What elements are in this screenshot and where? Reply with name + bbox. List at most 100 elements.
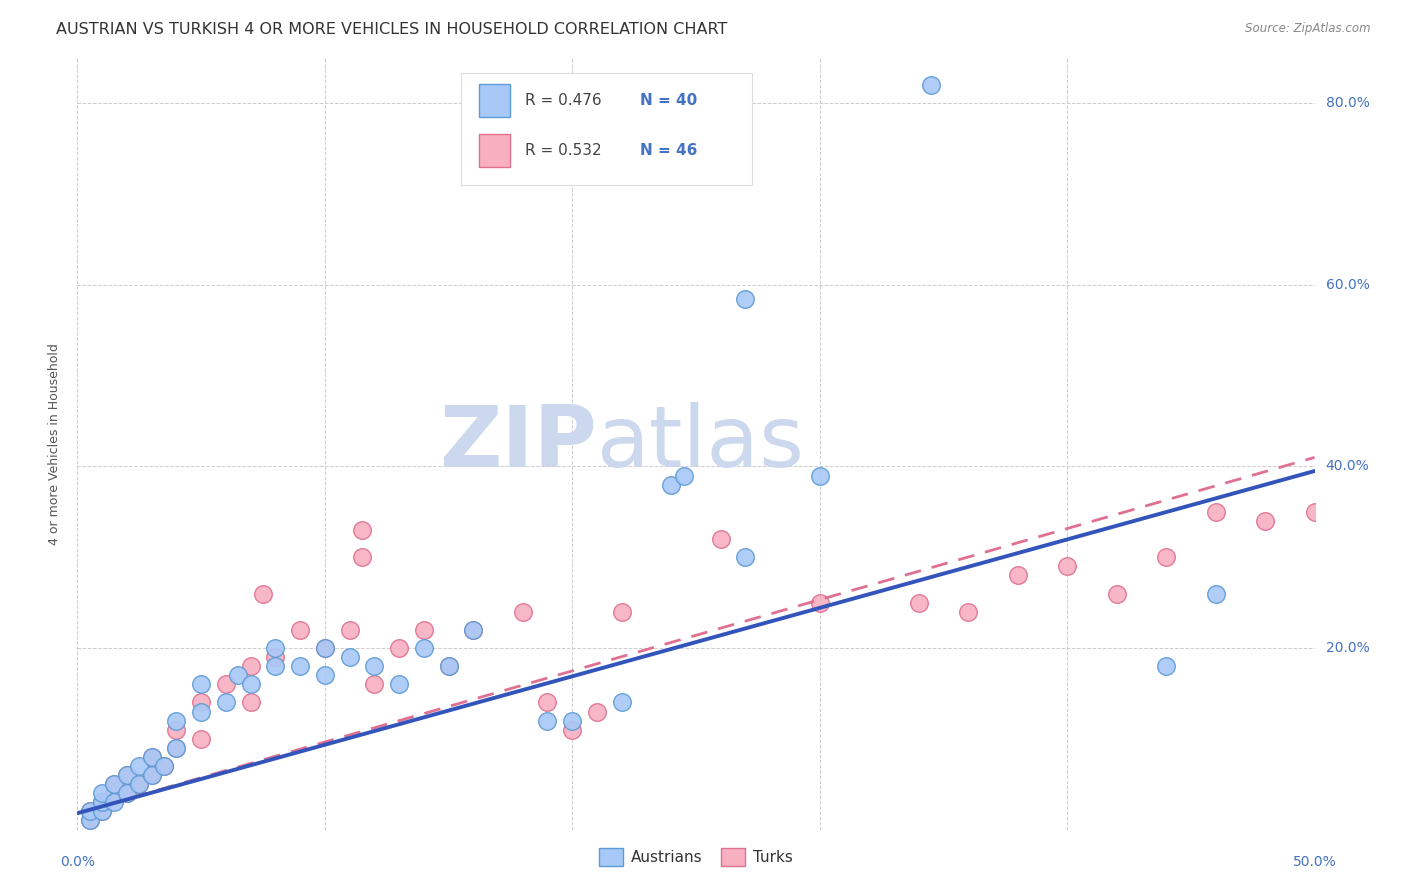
Point (115, 768, 138, 782)
Point (536, 714, 558, 728)
Point (190, 705, 212, 719)
Text: N = 46: N = 46 (640, 143, 697, 158)
Point (734, 292, 756, 306)
Point (190, 677, 212, 691)
Point (91, 795, 114, 809)
Point (252, 586, 274, 600)
Point (190, 731, 212, 746)
Point (115, 786, 138, 800)
Text: 0.0%: 0.0% (60, 855, 94, 869)
Legend: Austrians, Turks: Austrians, Turks (593, 842, 799, 872)
Point (536, 696, 558, 710)
Point (1105, 586, 1128, 600)
Text: 80.0%: 80.0% (1326, 96, 1369, 111)
Point (710, 532, 733, 546)
Point (1154, 659, 1177, 673)
Point (586, 705, 609, 719)
Point (734, 550, 756, 565)
Point (388, 640, 411, 655)
Point (128, 759, 150, 773)
Point (239, 677, 262, 691)
FancyBboxPatch shape (461, 73, 752, 186)
Text: 60.0%: 60.0% (1326, 278, 1369, 292)
Y-axis label: 4 or more Vehicles in Household: 4 or more Vehicles in Household (48, 343, 62, 545)
Point (314, 640, 336, 655)
Point (808, 468, 831, 483)
Point (115, 768, 138, 782)
Point (79, 805, 101, 819)
Point (412, 623, 434, 637)
Point (91, 795, 114, 809)
Text: AUSTRIAN VS TURKISH 4 OR MORE VEHICLES IN HOUSEHOLD CORRELATION CHART: AUSTRIAN VS TURKISH 4 OR MORE VEHICLES I… (56, 22, 728, 37)
Point (957, 605, 980, 619)
Text: ZIP: ZIP (439, 402, 598, 485)
Point (128, 777, 150, 791)
Point (141, 750, 163, 764)
Text: R = 0.532: R = 0.532 (526, 143, 602, 158)
Point (350, 550, 373, 565)
Point (239, 659, 262, 673)
Point (91, 805, 114, 819)
FancyBboxPatch shape (479, 84, 510, 117)
Point (512, 605, 534, 619)
Point (659, 477, 682, 491)
Point (165, 740, 187, 755)
Text: R = 0.476: R = 0.476 (526, 93, 602, 108)
Point (920, 78, 942, 93)
Point (437, 659, 460, 673)
Point (215, 696, 238, 710)
Point (288, 623, 311, 637)
Point (153, 759, 176, 773)
Point (561, 714, 583, 728)
Text: 20.0%: 20.0% (1326, 641, 1369, 655)
Point (808, 596, 831, 610)
Point (165, 723, 187, 737)
Text: 40.0%: 40.0% (1326, 459, 1369, 474)
Point (141, 768, 163, 782)
Point (363, 677, 385, 691)
Point (1254, 514, 1277, 528)
Point (103, 795, 125, 809)
Point (463, 623, 485, 637)
Point (215, 677, 238, 691)
Point (339, 623, 361, 637)
Point (672, 468, 695, 483)
Point (264, 640, 287, 655)
Point (103, 786, 125, 800)
Point (907, 596, 929, 610)
FancyBboxPatch shape (479, 135, 510, 167)
Point (128, 777, 150, 791)
Point (314, 668, 336, 682)
Point (610, 605, 633, 619)
Point (91, 795, 114, 809)
Point (561, 723, 583, 737)
Point (79, 814, 101, 828)
Point (91, 786, 114, 800)
Text: 50.0%: 50.0% (1292, 855, 1337, 869)
Point (1205, 586, 1227, 600)
Point (350, 523, 373, 537)
Point (1205, 505, 1227, 519)
Point (91, 805, 114, 819)
Point (103, 777, 125, 791)
Point (79, 805, 101, 819)
Point (363, 659, 385, 673)
Point (1303, 505, 1326, 519)
Point (103, 777, 125, 791)
Point (190, 696, 212, 710)
Point (339, 650, 361, 665)
Point (314, 640, 336, 655)
Point (264, 650, 287, 665)
Text: Source: ZipAtlas.com: Source: ZipAtlas.com (1246, 22, 1371, 36)
Point (437, 659, 460, 673)
Point (141, 750, 163, 764)
Text: atlas: atlas (598, 402, 806, 485)
Point (165, 714, 187, 728)
Point (1007, 568, 1029, 582)
Point (1154, 550, 1177, 565)
Text: N = 40: N = 40 (640, 93, 697, 108)
Point (153, 759, 176, 773)
Point (115, 786, 138, 800)
Point (141, 768, 163, 782)
Point (463, 623, 485, 637)
